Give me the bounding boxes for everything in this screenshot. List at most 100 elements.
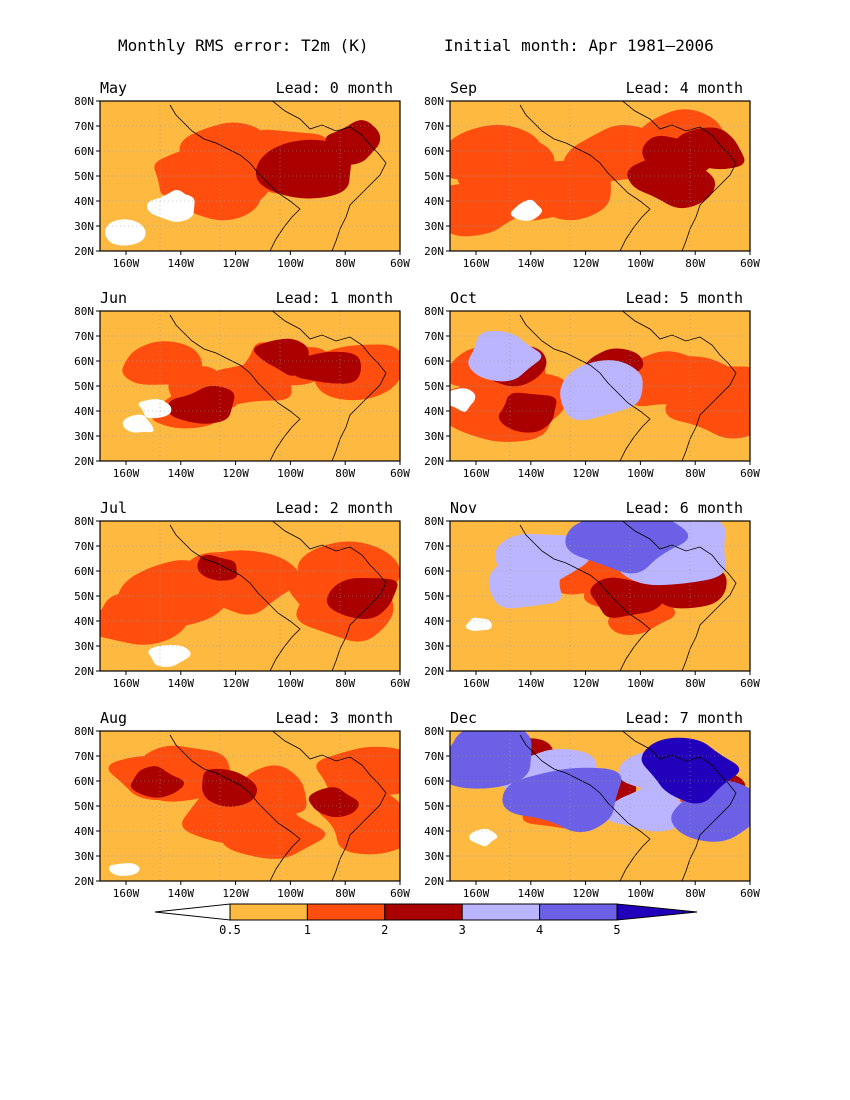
contour-region [308,787,359,818]
contour-region [255,139,352,199]
contour-region [465,617,492,631]
map-panel: Oct Lead: 5 month 80N 70N 60N 50N 40N 30N 20N 160… [424,289,760,480]
y-tick-label: 80N [424,305,444,318]
x-tick-label: 60W [740,677,760,690]
contour-region [450,178,539,237]
y-tick-label: 20N [424,665,444,678]
y-tick-label: 70N [424,330,444,343]
y-tick-label: 60N [424,355,444,368]
colorbar-label: 2 [381,923,388,937]
x-tick-label: 60W [390,887,410,900]
x-tick-label: 80W [335,887,355,900]
x-tick-label: 140W [168,467,195,480]
x-tick-label: 100W [277,677,304,690]
y-tick-label: 20N [74,245,94,258]
y-tick-label: 80N [424,95,444,108]
x-tick-label: 120W [222,887,249,900]
x-tick-label: 160W [113,257,140,270]
rms-field [100,521,400,671]
x-tick-label: 160W [113,887,140,900]
x-tick-label: 120W [572,677,599,690]
map-panel: Aug Lead: 3 month 80N 70N 60N 50N 40N 30N 20N 160… [74,709,410,900]
x-tick-label: 160W [463,677,490,690]
y-tick-label: 80N [424,515,444,528]
panel-lead: Lead: 1 month [276,289,393,307]
rms-field [450,521,750,671]
y-tick-label: 40N [74,825,94,838]
y-tick-label: 20N [424,875,444,888]
colorbar-label: 3 [459,923,466,937]
x-tick-label: 80W [335,677,355,690]
panel-lead: Lead: 6 month [626,499,743,517]
panel-month: Jul [100,499,127,517]
panel-month: Sep [450,79,477,97]
y-tick-label: 20N [74,875,94,888]
coastline [169,521,387,671]
contour-region [122,341,203,385]
panel-lead: Lead: 4 month [626,79,743,97]
colorbar-segment [384,903,463,921]
contour-region [502,767,622,833]
contour-region [450,731,532,789]
y-tick-label: 80N [74,515,94,528]
map-panels: May Lead: 0 month 80N 70N 60N 50N 40N 30N 20N 160… [74,79,760,900]
rms-field [100,731,400,881]
panel-month: Dec [450,709,477,727]
x-tick-label: 80W [685,257,705,270]
coastline [519,731,737,881]
y-tick-label: 20N [74,665,94,678]
contour-region [590,577,664,618]
y-tick-label: 60N [74,775,94,788]
panel-month: Jun [100,289,127,307]
y-tick-label: 40N [74,405,94,418]
y-tick-label: 70N [74,330,94,343]
map-panel: Dec Lead: 7 month 80N 70N 60N 50N 40N 30N 20N 160… [424,709,760,900]
contour-region [450,124,543,189]
x-tick-label: 140W [518,677,545,690]
x-tick-label: 100W [627,467,654,480]
contour-region [498,392,557,433]
rms-field [450,311,750,461]
y-tick-label: 60N [424,145,444,158]
contour-region [108,863,140,876]
y-tick-label: 70N [74,120,94,133]
map-panel: Nov Lead: 6 month 80N 70N 60N 50N 40N 30N 20N 160… [424,499,760,690]
x-tick-label: 60W [390,677,410,690]
colorbar-high-arrow [616,903,698,921]
x-tick-label: 60W [740,887,760,900]
contour-region [197,554,238,581]
y-tick-label: 30N [424,430,444,443]
y-tick-label: 30N [424,220,444,233]
panel-month: Oct [450,289,477,307]
x-tick-label: 140W [518,257,545,270]
contour-region [130,766,184,798]
x-tick-label: 140W [518,887,545,900]
x-tick-label: 100W [627,257,654,270]
contour-region [138,398,172,419]
coastline [169,731,387,881]
y-tick-label: 50N [74,380,94,393]
x-tick-label: 80W [685,677,705,690]
contour-region [202,768,258,807]
y-tick-label: 40N [424,615,444,628]
y-tick-label: 50N [424,170,444,183]
x-tick-label: 80W [685,467,705,480]
contour-region [672,127,745,170]
y-tick-label: 70N [74,540,94,553]
y-tick-label: 20N [424,245,444,258]
rms-field [100,311,400,461]
y-tick-label: 30N [74,640,94,653]
contour-region [167,385,235,424]
contour-region [325,120,381,166]
colorbar-segment [539,903,618,921]
coastline [519,101,737,251]
x-tick-label: 80W [335,467,355,480]
x-tick-label: 60W [740,257,760,270]
figure-title-left: Monthly RMS error: T2m (K) [118,36,368,55]
y-tick-label: 60N [424,775,444,788]
contour-region [291,351,362,384]
contour-region [254,338,309,376]
x-tick-label: 80W [685,887,705,900]
y-tick-label: 20N [424,455,444,468]
